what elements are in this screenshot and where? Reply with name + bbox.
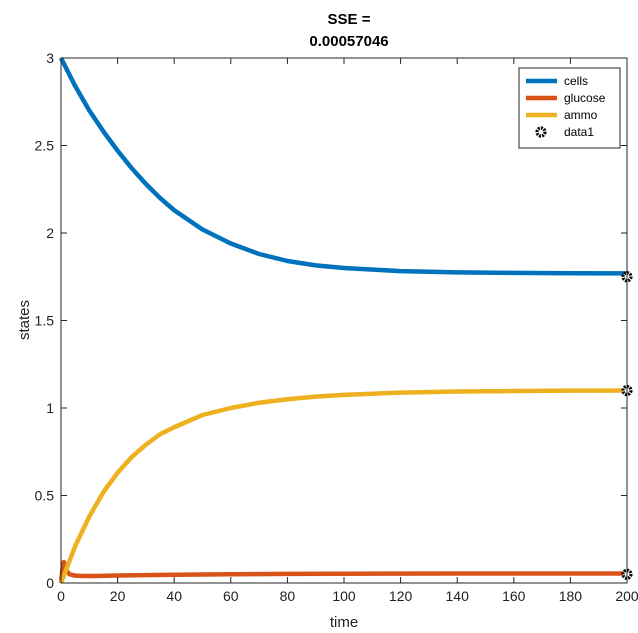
y-tick-label: 2.5 [35,138,55,154]
y-tick-label: 1.5 [35,313,55,329]
legend-label-cells: cells [564,74,588,88]
x-tick-label: 80 [280,588,296,604]
x-tick-label: 120 [389,588,413,604]
y-tick-label: 0 [46,575,54,591]
y-tick-label: 0.5 [35,488,55,504]
x-tick-label: 60 [223,588,239,604]
series-layer [58,56,633,584]
chart-title: SSE = 0.00057046 [309,11,388,50]
x-tick-label: 100 [332,588,356,604]
axes-layer: 0 20 40 60 80 100 120 140 160 180 200 0 0.5 1 1.5 2 2.5 3 [35,50,638,604]
x-tick-label: 140 [446,588,470,604]
x-tick-label: 200 [615,588,638,604]
y-tick-label: 3 [46,50,54,66]
legend-label-glucose: glucose [564,91,606,105]
legend: cells glucose ammo data1 [518,67,621,149]
x-tick-label: 160 [502,588,526,604]
legend-label-data1: data1 [564,125,594,139]
x-tick-label: 20 [110,588,126,604]
title-line-1: SSE = [328,11,371,28]
title-line-2: 0.00057046 [309,33,388,50]
y-axis-label: states [16,300,33,340]
x-tick-label: 0 [57,588,65,604]
legend-label-ammo: ammo [564,108,598,122]
series-line-glucose [58,559,627,584]
y-tick-label: 2 [46,225,54,241]
series-line-ammo [58,388,628,584]
y-tick-label: 1 [46,400,54,416]
legend-marker-data1 [535,126,547,138]
x-tick-label: 180 [559,588,583,604]
series-line-cells [58,56,628,276]
x-tick-label: 40 [166,588,182,604]
x-axis-label: time [330,614,358,631]
